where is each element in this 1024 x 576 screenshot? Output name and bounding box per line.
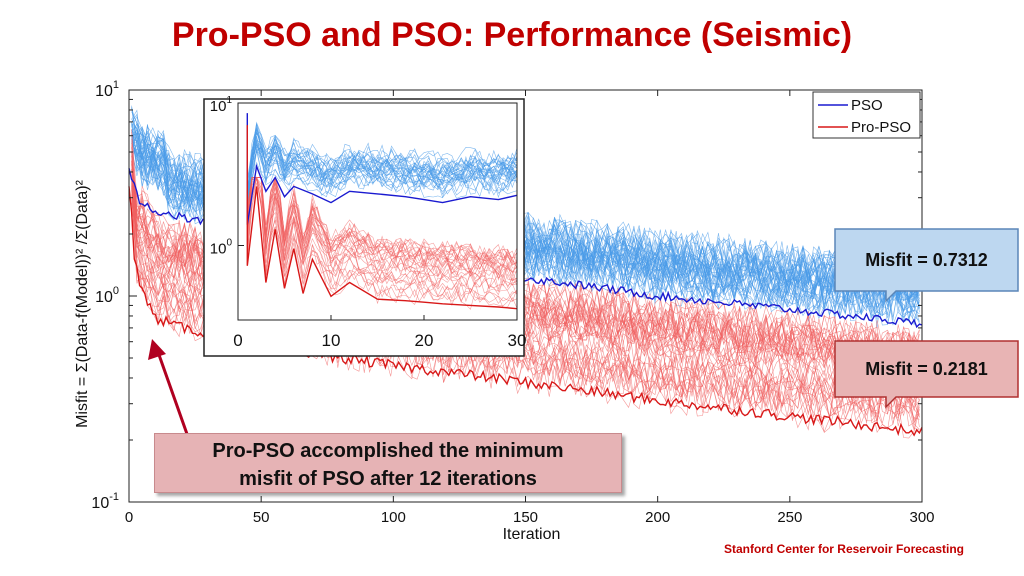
inset-propso-particle-line [247,177,518,269]
note-line-1: Pro-PSO accomplished the minimum [212,440,564,462]
inset-pso-particle-line [247,130,518,201]
inset-pso-particle-line [247,143,518,214]
legend-pso-label: PSO [851,97,883,114]
inset-x-tick-label: 10 [322,331,341,350]
x-tick-label: 200 [645,509,670,526]
inset-y-tick-label: 100 [210,237,233,257]
y-tick-label: 100 [95,285,119,306]
legend: PSO Pro-PSO [812,91,921,139]
inset-propso-particle-line [247,177,518,302]
inset-propso-particle-line [247,176,518,261]
x-tick-label: 300 [909,509,934,526]
propso-callout-bubble-shape [834,340,1019,409]
inset-propso-particle-line [247,176,518,296]
x-tick-label: 50 [253,509,270,526]
x-axis-label: Iteration [503,526,561,543]
pso-callout-bubble-shape [834,228,1019,303]
inset-pso-particle-line [247,151,518,204]
inset-pso-particle-line [247,132,518,191]
inset-x-tick-label: 0 [233,331,242,350]
inset-pso-particle-line [247,129,518,203]
y-tick-label: 101 [95,79,119,100]
annotation-arrow [148,339,189,435]
slide-title: Pro-PSO and PSO: Performance (Seismic) [171,16,853,54]
y-tick-label: 10-1 [91,491,119,512]
inset-propso-particle-line [247,178,518,307]
inset-propso-band [247,176,518,310]
arrow-shaft [156,351,189,435]
inset-y-tick-label: 101 [210,95,233,115]
y-axis-label: Misfit = Σ(Data-f(Model))² /Σ(Data)² [74,179,91,427]
x-tick-label: 250 [777,509,802,526]
inset-pso-particle-line [247,123,518,191]
legend-box [812,91,921,139]
annotation-note: Pro-PSO accomplished the minimum misfit … [154,433,622,493]
inset-pso-best-line [246,113,518,225]
x-tick-label: 150 [513,509,538,526]
note-line-2: misfit of PSO after 12 iterations [239,468,537,490]
x-tick-label: 0 [125,509,133,526]
inset-pso-band [247,121,518,214]
inset-x-tick-label: 20 [415,331,434,350]
inset-pso-particle-line [247,144,518,202]
inset-propso-best-line [246,125,518,310]
inset-propso-particle-line [247,177,518,291]
inset-propso-particle-line [247,177,518,303]
inset-propso-particle-line [247,177,518,265]
arrow-head [148,339,166,360]
inset-propso-particle-line [247,177,518,270]
inset-pso-particle-line [247,132,518,194]
inset-pso-particle-line [247,123,518,181]
pso-callout-bubble [834,228,1019,303]
inset-propso-particle-line [247,182,518,310]
inset-x-tick-label: 30 [508,331,527,350]
propso-misfit-callout: Misfit = 0.2181 [865,358,988,379]
propso-callout-bubble [834,340,1019,409]
legend-propso-label: Pro-PSO [851,119,911,136]
inset-propso-particle-line [247,177,518,279]
x-tick-label: 100 [381,509,406,526]
pso-misfit-callout: Misfit = 0.7312 [865,249,988,270]
footer-text: Stanford Center for Reservoir Forecastin… [723,542,964,556]
inset-pso-particle-line [247,142,518,203]
inset-plot-frame [237,102,518,321]
